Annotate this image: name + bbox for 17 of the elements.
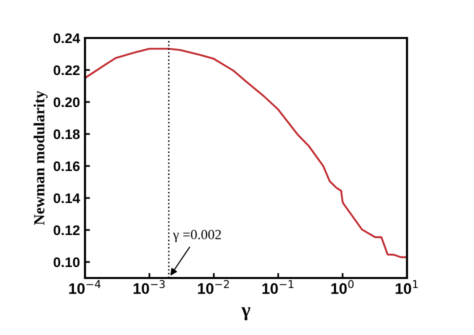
x-tick-label: 10$^{−4}$ (69, 280, 101, 294)
annotation: γ =0.002 (172, 230, 221, 242)
x-tick-label: 10$^{1}$ (396, 280, 418, 294)
y-tick-label: 0.22 (54, 65, 80, 76)
y-tick-label: 0.10 (54, 257, 80, 268)
x-tick-label: 10$^{0}$ (331, 280, 354, 294)
x-tick-label: 10$^{−3}$ (134, 280, 165, 294)
x-axis-title: γ (241, 307, 250, 320)
y-tick-label: 0.12 (54, 225, 80, 236)
y-axis-title: Newman modularity (34, 90, 48, 225)
y-tick-label: 0.18 (54, 129, 80, 140)
y-tick-label: 0.20 (54, 97, 80, 108)
y-tick-label: 0.16 (54, 161, 80, 172)
x-tick-label: 10$^{−2}$ (198, 280, 229, 294)
y-tick-label: 0.14 (54, 193, 80, 204)
x-tick-label: 10$^{−1}$ (262, 280, 294, 294)
y-tick-label: 0.24 (54, 33, 80, 44)
